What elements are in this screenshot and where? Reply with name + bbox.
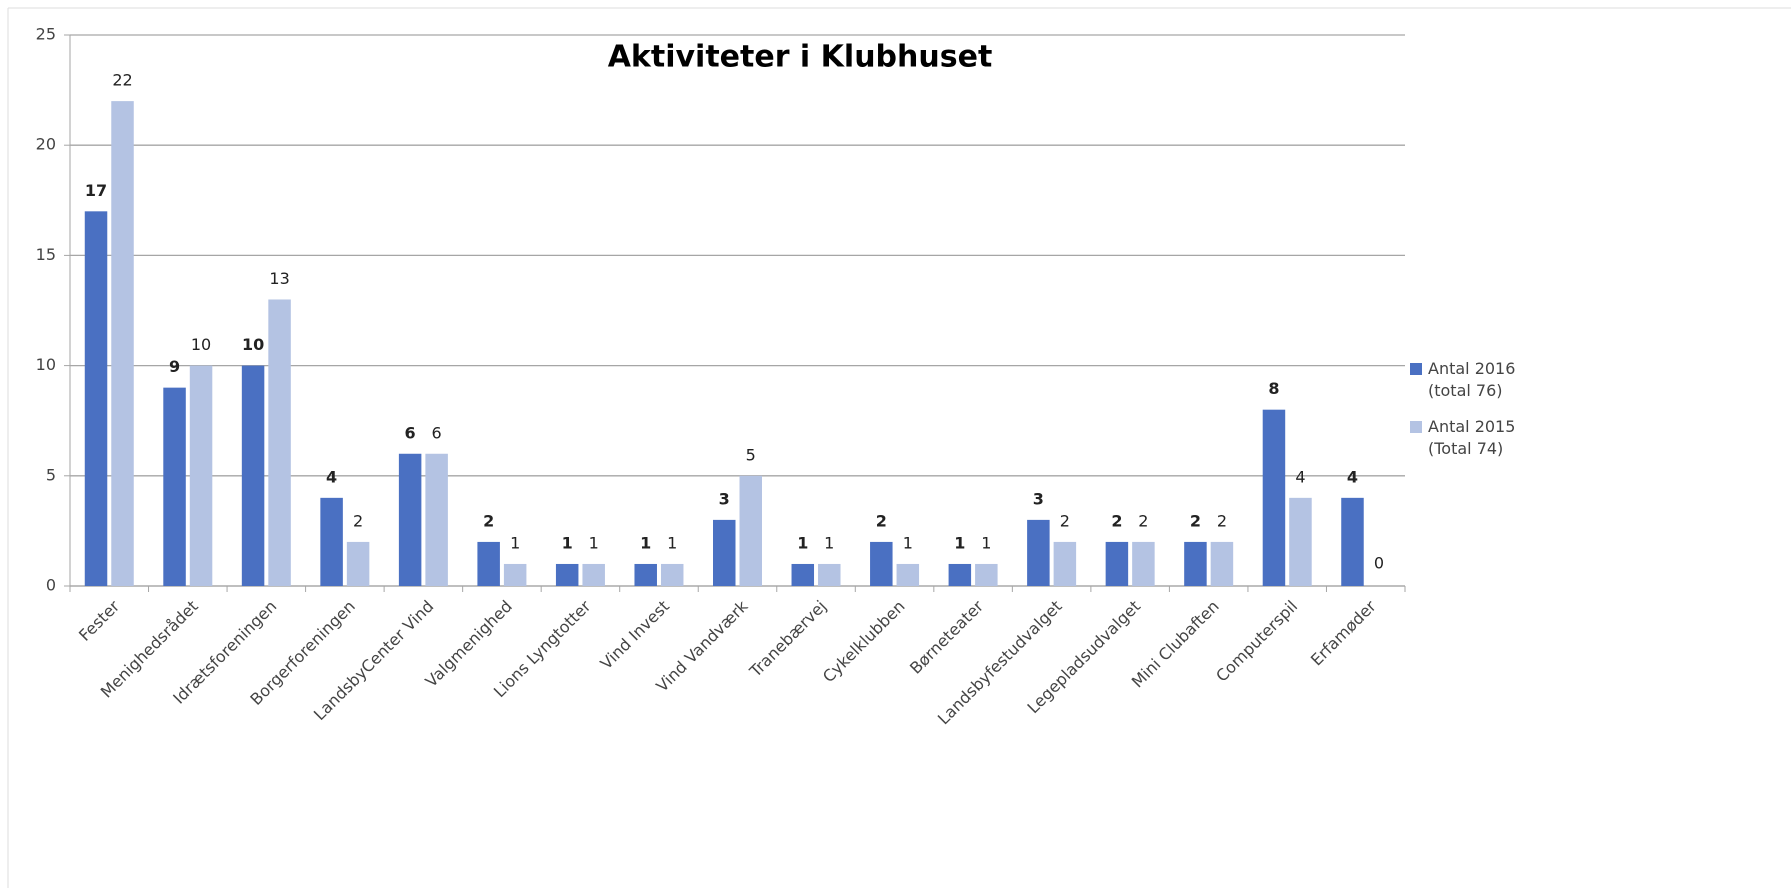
bar xyxy=(189,365,213,586)
x-tick-label-group: Computerspil xyxy=(1212,597,1301,686)
y-tick-label: 15 xyxy=(36,245,56,264)
data-label: 1 xyxy=(562,533,573,552)
bar xyxy=(320,497,343,586)
x-tick-label-group: Børneteater xyxy=(906,596,987,677)
bar xyxy=(346,541,370,586)
bar xyxy=(111,101,134,587)
bar xyxy=(1289,497,1312,586)
bar xyxy=(791,563,815,586)
data-label: 4 xyxy=(1347,467,1358,486)
x-tick-label-group: Tranebærvej xyxy=(745,597,830,682)
data-label: 22 xyxy=(112,71,132,90)
data-label: 2 xyxy=(1217,511,1227,530)
data-label: 4 xyxy=(1295,467,1305,486)
bar xyxy=(713,519,736,586)
bar xyxy=(268,299,291,586)
legend-label: Antal 2015 (Total 74) xyxy=(1428,417,1516,458)
data-label: 10 xyxy=(242,335,264,354)
data-label: 2 xyxy=(1060,511,1070,530)
legend-swatch xyxy=(1410,421,1422,433)
bar xyxy=(84,211,108,586)
bar xyxy=(477,541,500,586)
data-label: 1 xyxy=(589,533,599,552)
data-label: 1 xyxy=(640,533,651,552)
bar xyxy=(1341,497,1364,586)
legend: Antal 2016 (total 76) Antal 2015 (Total 7… xyxy=(1410,358,1530,474)
data-label: 2 xyxy=(1138,511,1148,530)
bar xyxy=(425,453,448,586)
data-label: 1 xyxy=(824,533,834,552)
data-label: 1 xyxy=(981,533,991,552)
data-label: 0 xyxy=(1374,554,1384,573)
bar xyxy=(975,563,998,586)
data-label: 9 xyxy=(169,357,180,376)
bar xyxy=(896,563,920,586)
bar xyxy=(241,365,265,586)
x-tick-label: Erfamøder xyxy=(1307,596,1380,669)
bar xyxy=(948,563,972,586)
data-label: 1 xyxy=(510,533,520,552)
bar xyxy=(1210,541,1234,586)
x-tick-label: Computerspil xyxy=(1212,597,1301,686)
bar xyxy=(634,563,657,586)
x-tick-label-group: Erfamøder xyxy=(1307,596,1380,669)
data-label: 1 xyxy=(954,533,965,552)
y-tick-label: 20 xyxy=(36,135,56,154)
data-label: 2 xyxy=(876,511,887,530)
y-tick-label: 5 xyxy=(46,465,56,484)
data-label: 10 xyxy=(191,335,211,354)
x-tick-label: Vind Invest xyxy=(596,597,673,674)
data-label: 1 xyxy=(903,533,913,552)
data-label: 17 xyxy=(85,181,107,200)
bar xyxy=(1262,409,1286,586)
data-label: 2 xyxy=(1111,511,1122,530)
x-tick-label-group: Vind Invest xyxy=(596,597,673,674)
chart-title: Aktiviteter i Klubhuset xyxy=(608,40,993,75)
legend-item: Antal 2015 (Total 74) xyxy=(1410,416,1530,460)
bar xyxy=(739,475,762,586)
bar xyxy=(1132,541,1155,586)
y-tick-label: 25 xyxy=(36,25,56,44)
data-label: 3 xyxy=(719,489,730,508)
bar xyxy=(503,563,527,586)
bar xyxy=(1053,541,1077,586)
bar xyxy=(660,563,684,586)
data-label: 8 xyxy=(1268,379,1279,398)
bar xyxy=(1184,541,1207,586)
data-label: 2 xyxy=(353,511,363,530)
x-tick-label: Cykelklubben xyxy=(819,597,909,687)
bar xyxy=(163,387,186,586)
data-label: 1 xyxy=(797,533,808,552)
bar xyxy=(870,541,893,586)
legend-label: Antal 2016 (total 76) xyxy=(1428,359,1516,400)
bar xyxy=(1027,519,1050,586)
data-label: 6 xyxy=(432,423,442,442)
data-label: 13 xyxy=(269,269,289,288)
bar xyxy=(818,563,841,586)
bar xyxy=(398,453,422,586)
legend-swatch xyxy=(1410,363,1422,375)
data-label: 6 xyxy=(405,423,416,442)
data-label: 1 xyxy=(667,533,677,552)
x-tick-label: Tranebærvej xyxy=(745,597,830,682)
bar xyxy=(1105,541,1129,586)
y-tick-label: 10 xyxy=(36,355,56,374)
data-label: 2 xyxy=(1190,511,1201,530)
data-label: 3 xyxy=(1033,489,1044,508)
x-tick-label-group: Fester xyxy=(75,596,124,645)
data-label: 5 xyxy=(746,445,756,464)
x-tick-label: Fester xyxy=(75,596,124,645)
x-tick-label: Børneteater xyxy=(906,596,987,677)
legend-item: Antal 2016 (total 76) xyxy=(1410,358,1530,402)
x-tick-label-group: Cykelklubben xyxy=(819,597,909,687)
bar xyxy=(582,563,605,586)
bar xyxy=(555,563,579,586)
data-label: 2 xyxy=(483,511,494,530)
data-label: 4 xyxy=(326,467,337,486)
y-tick-label: 0 xyxy=(46,576,56,595)
